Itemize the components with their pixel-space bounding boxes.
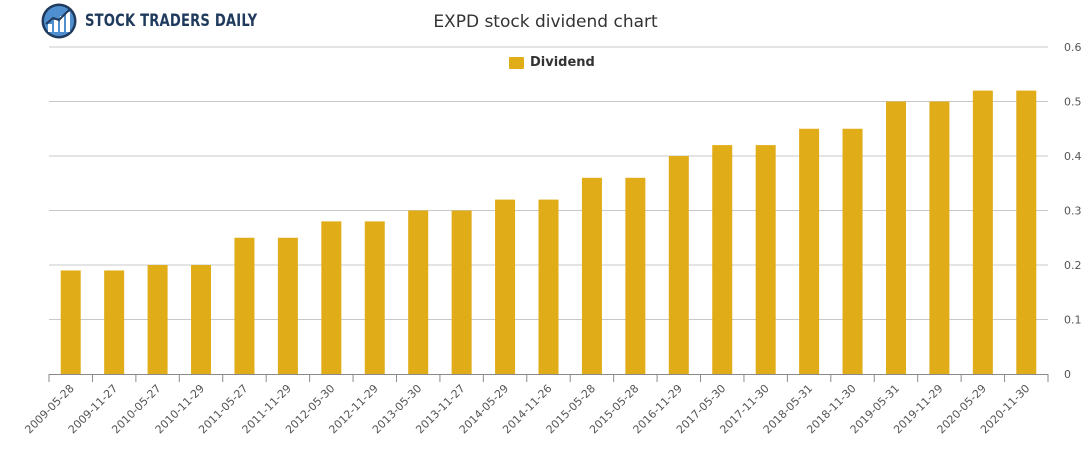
x-axis bbox=[48, 374, 1049, 382]
bar bbox=[234, 237, 255, 374]
legend-swatch bbox=[509, 56, 524, 69]
bar bbox=[799, 128, 820, 374]
bar bbox=[668, 156, 689, 374]
bar bbox=[60, 270, 81, 374]
bar bbox=[755, 145, 776, 374]
legend[interactable]: Dividend bbox=[509, 55, 595, 70]
legend-label-dividend: Dividend bbox=[530, 55, 595, 70]
y-tick-label: 0 bbox=[1064, 368, 1071, 381]
bar bbox=[929, 101, 950, 374]
y-tick-label: 0.4 bbox=[1064, 150, 1082, 163]
bar bbox=[191, 265, 212, 374]
x-axis-ticks: 2009-05-282009-11-272010-05-272010-11-29… bbox=[22, 382, 1032, 436]
bar bbox=[538, 199, 559, 374]
bar bbox=[625, 177, 646, 374]
bar bbox=[581, 177, 602, 374]
y-tick-label: 0.1 bbox=[1064, 314, 1082, 327]
bar bbox=[147, 265, 168, 374]
bar bbox=[842, 128, 863, 374]
y-axis-ticks: 0 0.1 0.2 0.3 0.4 0.5 0.6 bbox=[1064, 41, 1082, 381]
bar bbox=[408, 210, 429, 374]
bar bbox=[1016, 90, 1037, 374]
bar bbox=[277, 237, 298, 374]
y-tick-label: 0.6 bbox=[1064, 41, 1082, 54]
bar bbox=[364, 221, 385, 374]
bar bbox=[885, 101, 906, 374]
y-tick-label: 0.5 bbox=[1064, 96, 1082, 109]
bar bbox=[712, 145, 733, 374]
brand-logo[interactable]: STOCK TRADERS DAILY bbox=[40, 2, 285, 40]
y-tick-label: 0.2 bbox=[1064, 259, 1082, 272]
globe-chart-icon bbox=[41, 3, 77, 39]
bar bbox=[972, 90, 993, 374]
bar bbox=[321, 221, 342, 374]
bars bbox=[60, 90, 1037, 374]
chart-title: EXPD stock dividend chart bbox=[433, 12, 658, 32]
brand-name: STOCK TRADERS DAILY bbox=[85, 11, 258, 31]
bar bbox=[451, 210, 472, 374]
y-tick-label: 0.3 bbox=[1064, 205, 1082, 218]
bar bbox=[495, 199, 516, 374]
bar bbox=[104, 270, 125, 374]
